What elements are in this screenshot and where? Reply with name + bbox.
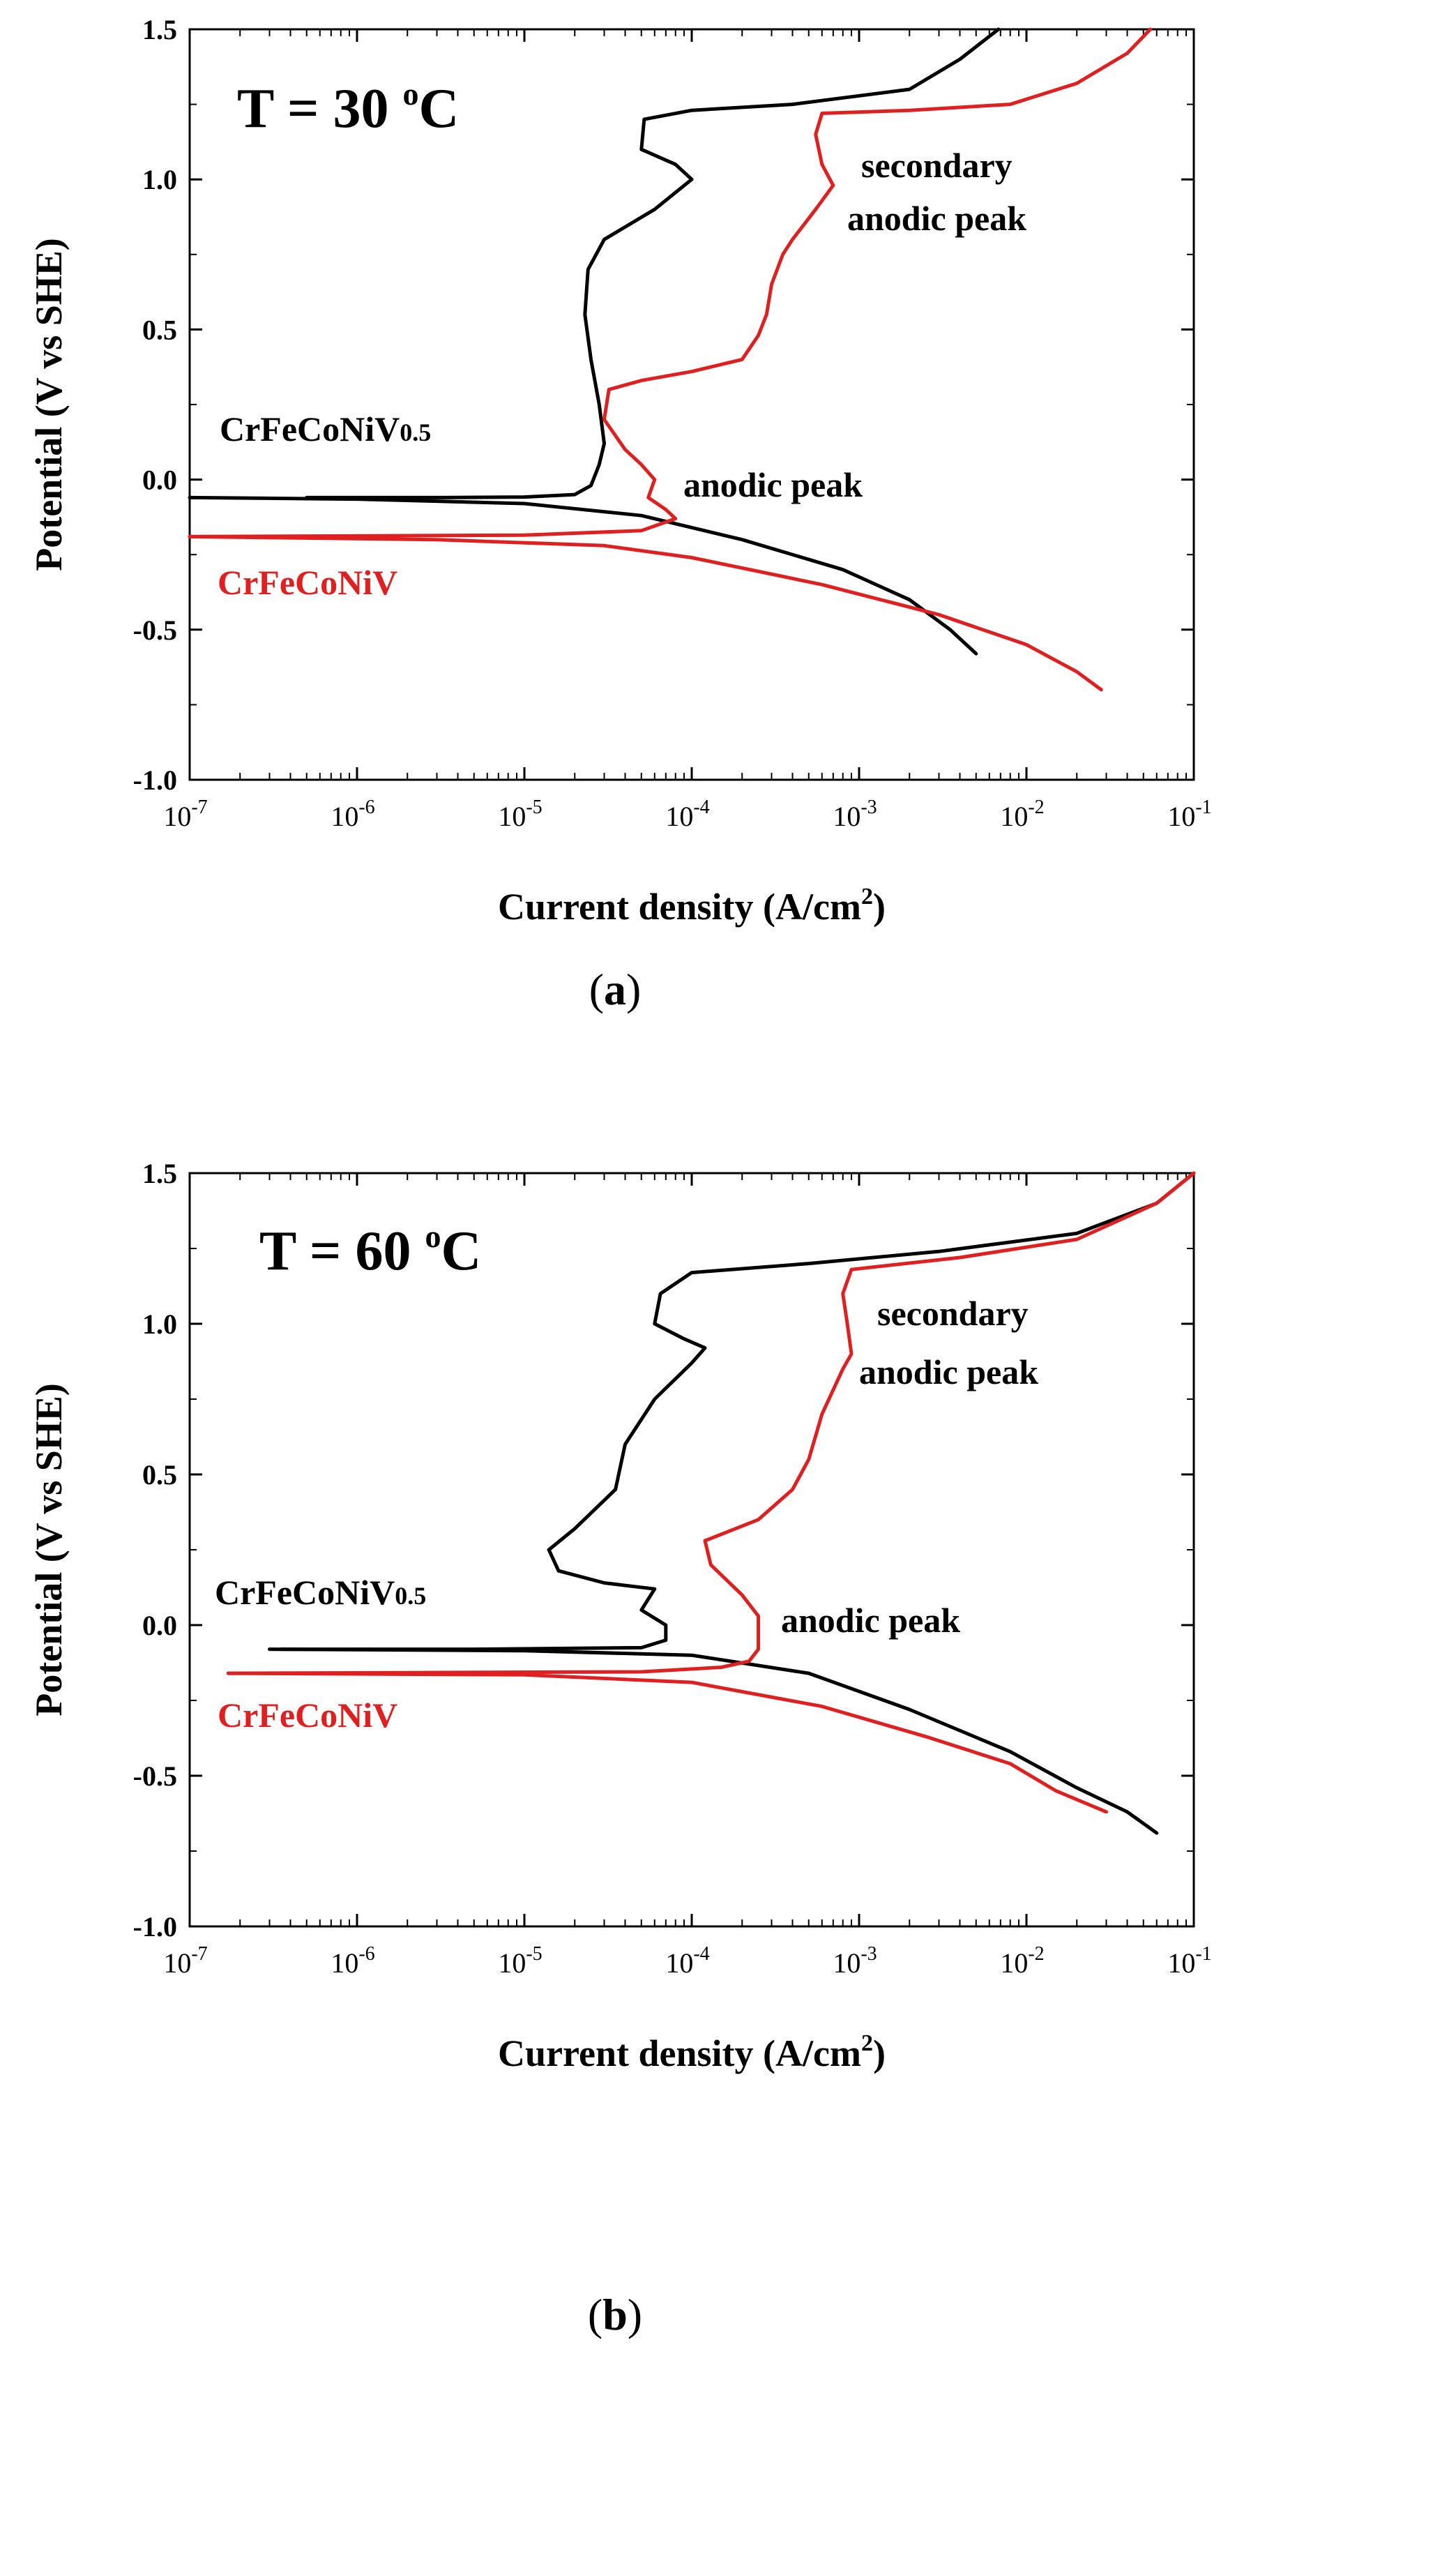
plot-frame bbox=[188, 28, 1195, 781]
x-tick-label: 10-4 bbox=[665, 1943, 709, 1979]
x-tick-label: 10-1 bbox=[1167, 797, 1211, 832]
x-tick-label: 10-5 bbox=[498, 1943, 542, 1979]
annotation-secondary: secondary bbox=[861, 146, 1013, 185]
chart-panel-a: 10-7 10-6 10-5 10-4 10-3 10-2 10-1 -1.0 -0.5 0.0 0… bbox=[28, 14, 1212, 1014]
annotation-anodic-peak: anodic peak bbox=[781, 1601, 960, 1640]
y-tick-label: 1.5 bbox=[142, 1158, 177, 1189]
plot-frame bbox=[188, 1172, 1195, 1928]
y-tick-label: 0.0 bbox=[142, 1610, 177, 1641]
annotation-anodic-peak: anodic peak bbox=[683, 465, 863, 504]
y-tick-label: -0.5 bbox=[133, 614, 177, 646]
x-axis-label: Current density (A/cm2) bbox=[498, 884, 886, 928]
y-tick-label: 0.5 bbox=[142, 1459, 177, 1490]
y-tick-label: -1.0 bbox=[133, 1911, 177, 1942]
y-tick-label: 1.0 bbox=[142, 1308, 177, 1340]
x-axis-label: Current density (A/cm2) bbox=[498, 2030, 886, 2074]
y-tick-label: -1.0 bbox=[133, 764, 177, 796]
annotation-secondary: secondary bbox=[877, 1294, 1029, 1333]
x-tick-label: 10-3 bbox=[833, 797, 877, 832]
x-tick-label: 10-2 bbox=[1000, 797, 1044, 832]
y-tick-label: -0.5 bbox=[133, 1760, 177, 1792]
x-tick-label: 10-3 bbox=[833, 1943, 877, 1979]
y-tick-label: 0.5 bbox=[142, 314, 177, 345]
series-label-crfeconiv: CrFeCoNiV bbox=[218, 1696, 397, 1735]
chart-panel-b: 10-7 10-6 10-5 10-4 10-3 10-2 10-1 -1.0 -0.5 0.0 0… bbox=[28, 1158, 1212, 2339]
x-tick-label: 10-4 bbox=[665, 797, 709, 832]
y-axis-label: Potential (V vs SHE) bbox=[28, 238, 70, 571]
series-line-anodic-crfeconiv bbox=[226, 1171, 1196, 1675]
series-line-cathodic-crfeconiv bbox=[226, 1671, 1108, 1814]
series-line-anodic-crfeconiv0-5 bbox=[305, 27, 1001, 499]
annotation-secondary-anodic-peak: anodic peak bbox=[847, 199, 1026, 238]
series-label-crfeconiv0-5: CrFeCoNiV0.5 bbox=[215, 1573, 426, 1612]
series-label-crfeconiv0-5: CrFeCoNiV0.5 bbox=[220, 409, 431, 448]
series-label-crfeconiv: CrFeCoNiV bbox=[218, 563, 397, 602]
series-line-cathodic-crfeconiv bbox=[188, 534, 1103, 692]
panel-caption: (a) bbox=[589, 965, 642, 1014]
chart-title: T = 60 oC bbox=[259, 1218, 481, 1282]
x-tick-label: 10-1 bbox=[1167, 1943, 1211, 1979]
x-tick-label: 10-5 bbox=[498, 797, 542, 832]
series-line-anodic-crfeconiv0-5 bbox=[279, 1171, 1196, 1652]
series-line-cathodic-crfeconiv0-5 bbox=[188, 495, 978, 656]
series-line-anodic-crfeconiv bbox=[188, 27, 1153, 538]
series-line-cathodic-crfeconiv0-5 bbox=[268, 1647, 1159, 1835]
y-tick-label: 1.0 bbox=[142, 164, 177, 195]
x-tick-label: 10-7 bbox=[163, 1943, 207, 1979]
y-tick-label: 1.5 bbox=[142, 14, 177, 45]
panel-caption: (b) bbox=[588, 2290, 642, 2339]
chart-title: T = 30 oC bbox=[237, 76, 459, 139]
x-tick-label: 10-2 bbox=[1000, 1943, 1044, 1979]
x-tick-label: 10-6 bbox=[331, 797, 374, 832]
y-tick-label: 0.0 bbox=[142, 465, 177, 496]
x-tick-label: 10-6 bbox=[331, 1943, 374, 1979]
y-axis-label: Potential (V vs SHE) bbox=[28, 1383, 70, 1716]
annotation-secondary-anodic-peak: anodic peak bbox=[859, 1352, 1038, 1391]
x-tick-label: 10-7 bbox=[163, 797, 207, 832]
